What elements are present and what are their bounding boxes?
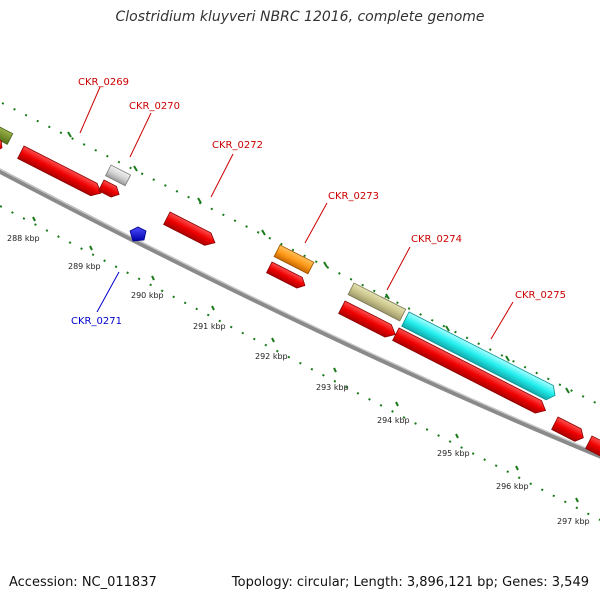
- tick-label: 288 kbp: [7, 234, 40, 243]
- gene-label-ckr-0269: CKR_0269: [78, 77, 129, 88]
- tick-label: 296 kbp: [496, 482, 529, 491]
- gene-features: [0, 119, 600, 457]
- tick-label: 291 kbp: [193, 322, 226, 331]
- tick-label: 290 kbp: [131, 291, 164, 300]
- gene-feature: [551, 416, 584, 442]
- tick-label: 289 kbp: [68, 262, 101, 271]
- gene-labels: CKR_0269 CKR_0270 CKR_0271 CKR_0272 CKR_…: [71, 77, 566, 327]
- map-title: Clostridium kluyveri NBRC 12016, complet…: [115, 9, 485, 25]
- gene-feature: [585, 435, 600, 457]
- gene-label-ckr-0274: CKR_0274: [411, 234, 462, 245]
- gene-feature: [338, 300, 396, 338]
- gene-label-ckr-0273: CKR_0273: [328, 191, 379, 202]
- genome-backbone-highlight: [0, 168, 600, 455]
- tick-label: 292 kbp: [255, 352, 288, 361]
- gene-feature: [105, 164, 132, 187]
- outer-tick-ring: [1, 102, 600, 406]
- gene-feature-reverse: [129, 226, 147, 242]
- gene-label-ckr-0271: CKR_0271: [71, 316, 122, 327]
- gene-feature: [17, 145, 102, 197]
- tick-label: 294 kbp: [377, 416, 410, 425]
- scale-tick-labels: 288 kbp 289 kbp 290 kbp 291 kbp 292 kbp …: [7, 234, 590, 526]
- tick-label: 297 kbp: [557, 517, 590, 526]
- gene-feature: [273, 244, 315, 275]
- genome-backbone: [0, 168, 600, 459]
- accession-text: Accession: NC_011837: [9, 575, 157, 590]
- tick-label: 295 kbp: [437, 449, 470, 458]
- gene-label-ckr-0275: CKR_0275: [515, 290, 566, 301]
- inner-tick-ring: [0, 205, 600, 521]
- gene-feature: [401, 311, 556, 401]
- gene-feature: [0, 119, 14, 145]
- gene-feature: [392, 327, 547, 414]
- gene-label-ckr-0272: CKR_0272: [212, 140, 263, 151]
- topology-text: Topology: circular; Length: 3,896,121 bp…: [231, 575, 589, 590]
- gene-feature: [266, 261, 306, 289]
- gene-label-ckr-0270: CKR_0270: [129, 101, 180, 112]
- gene-feature: [163, 211, 216, 246]
- gene-feature: [98, 179, 120, 198]
- gene-feature: [347, 282, 407, 322]
- tick-label: 293 kbp: [316, 383, 349, 392]
- label-connectors: [79, 86, 514, 340]
